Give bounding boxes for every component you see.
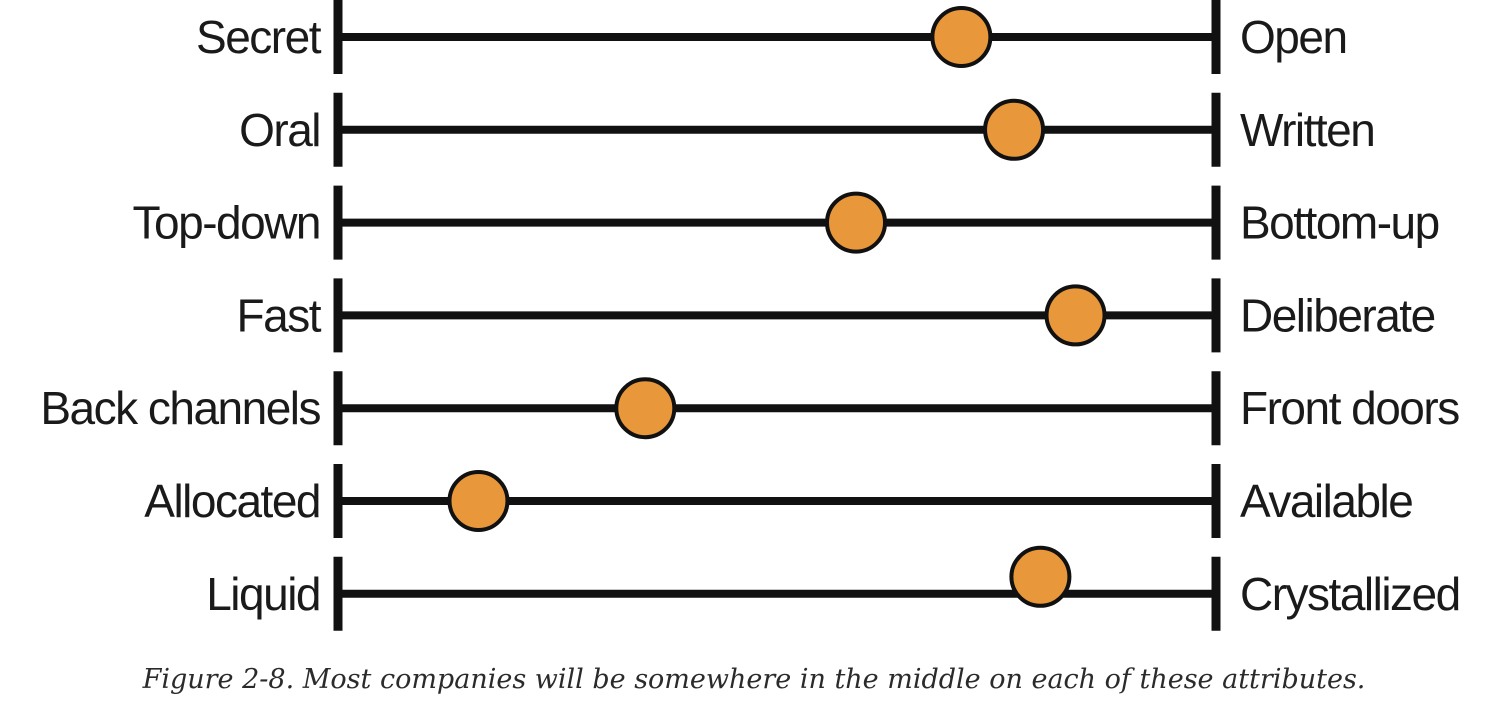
left-attribute-label: Back channels: [40, 382, 320, 434]
spectrum-row: Liquid Crystallized: [206, 545, 1461, 631]
spectrum-row: Fast Deliberate: [237, 278, 1436, 353]
right-attribute-label: Available: [1240, 475, 1412, 527]
left-attribute-label: Oral: [239, 104, 320, 156]
right-attribute-label: Crystallized: [1240, 568, 1460, 620]
position-marker: [447, 470, 510, 532]
left-attribute-label: Fast: [237, 289, 322, 341]
spectrum-row: Secret Open: [196, 0, 1348, 74]
right-attribute-label: Open: [1240, 11, 1347, 63]
figure-caption: Figure 2-8. Most companies will be somew…: [142, 664, 1366, 695]
position-marker: [930, 6, 993, 68]
spectrum-diagram: Secret Open Oral Written Top-down Bottom-up Fa…: [40, 0, 1461, 631]
left-attribute-label: Secret: [196, 11, 322, 63]
position-marker: [983, 98, 1046, 161]
left-attribute-label: Allocated: [144, 475, 320, 527]
spectrum-row: Back channels Front doors: [40, 371, 1461, 446]
spectrum-row: Allocated Available: [144, 464, 1414, 538]
position-marker: [1044, 284, 1107, 347]
spectrum-row: Oral Written: [239, 92, 1376, 167]
right-attribute-label: Deliberate: [1240, 289, 1435, 341]
left-attribute-label: Top-down: [133, 197, 320, 249]
position-marker: [1009, 545, 1072, 608]
right-attribute-label: Bottom-up: [1240, 197, 1439, 249]
position-marker: [614, 377, 677, 440]
right-attribute-label: Written: [1240, 104, 1374, 156]
spectrum-row: Top-down Bottom-up: [133, 185, 1440, 260]
position-marker: [825, 191, 888, 254]
right-attribute-label: Front doors: [1240, 382, 1459, 434]
left-attribute-label: Liquid: [206, 568, 320, 620]
